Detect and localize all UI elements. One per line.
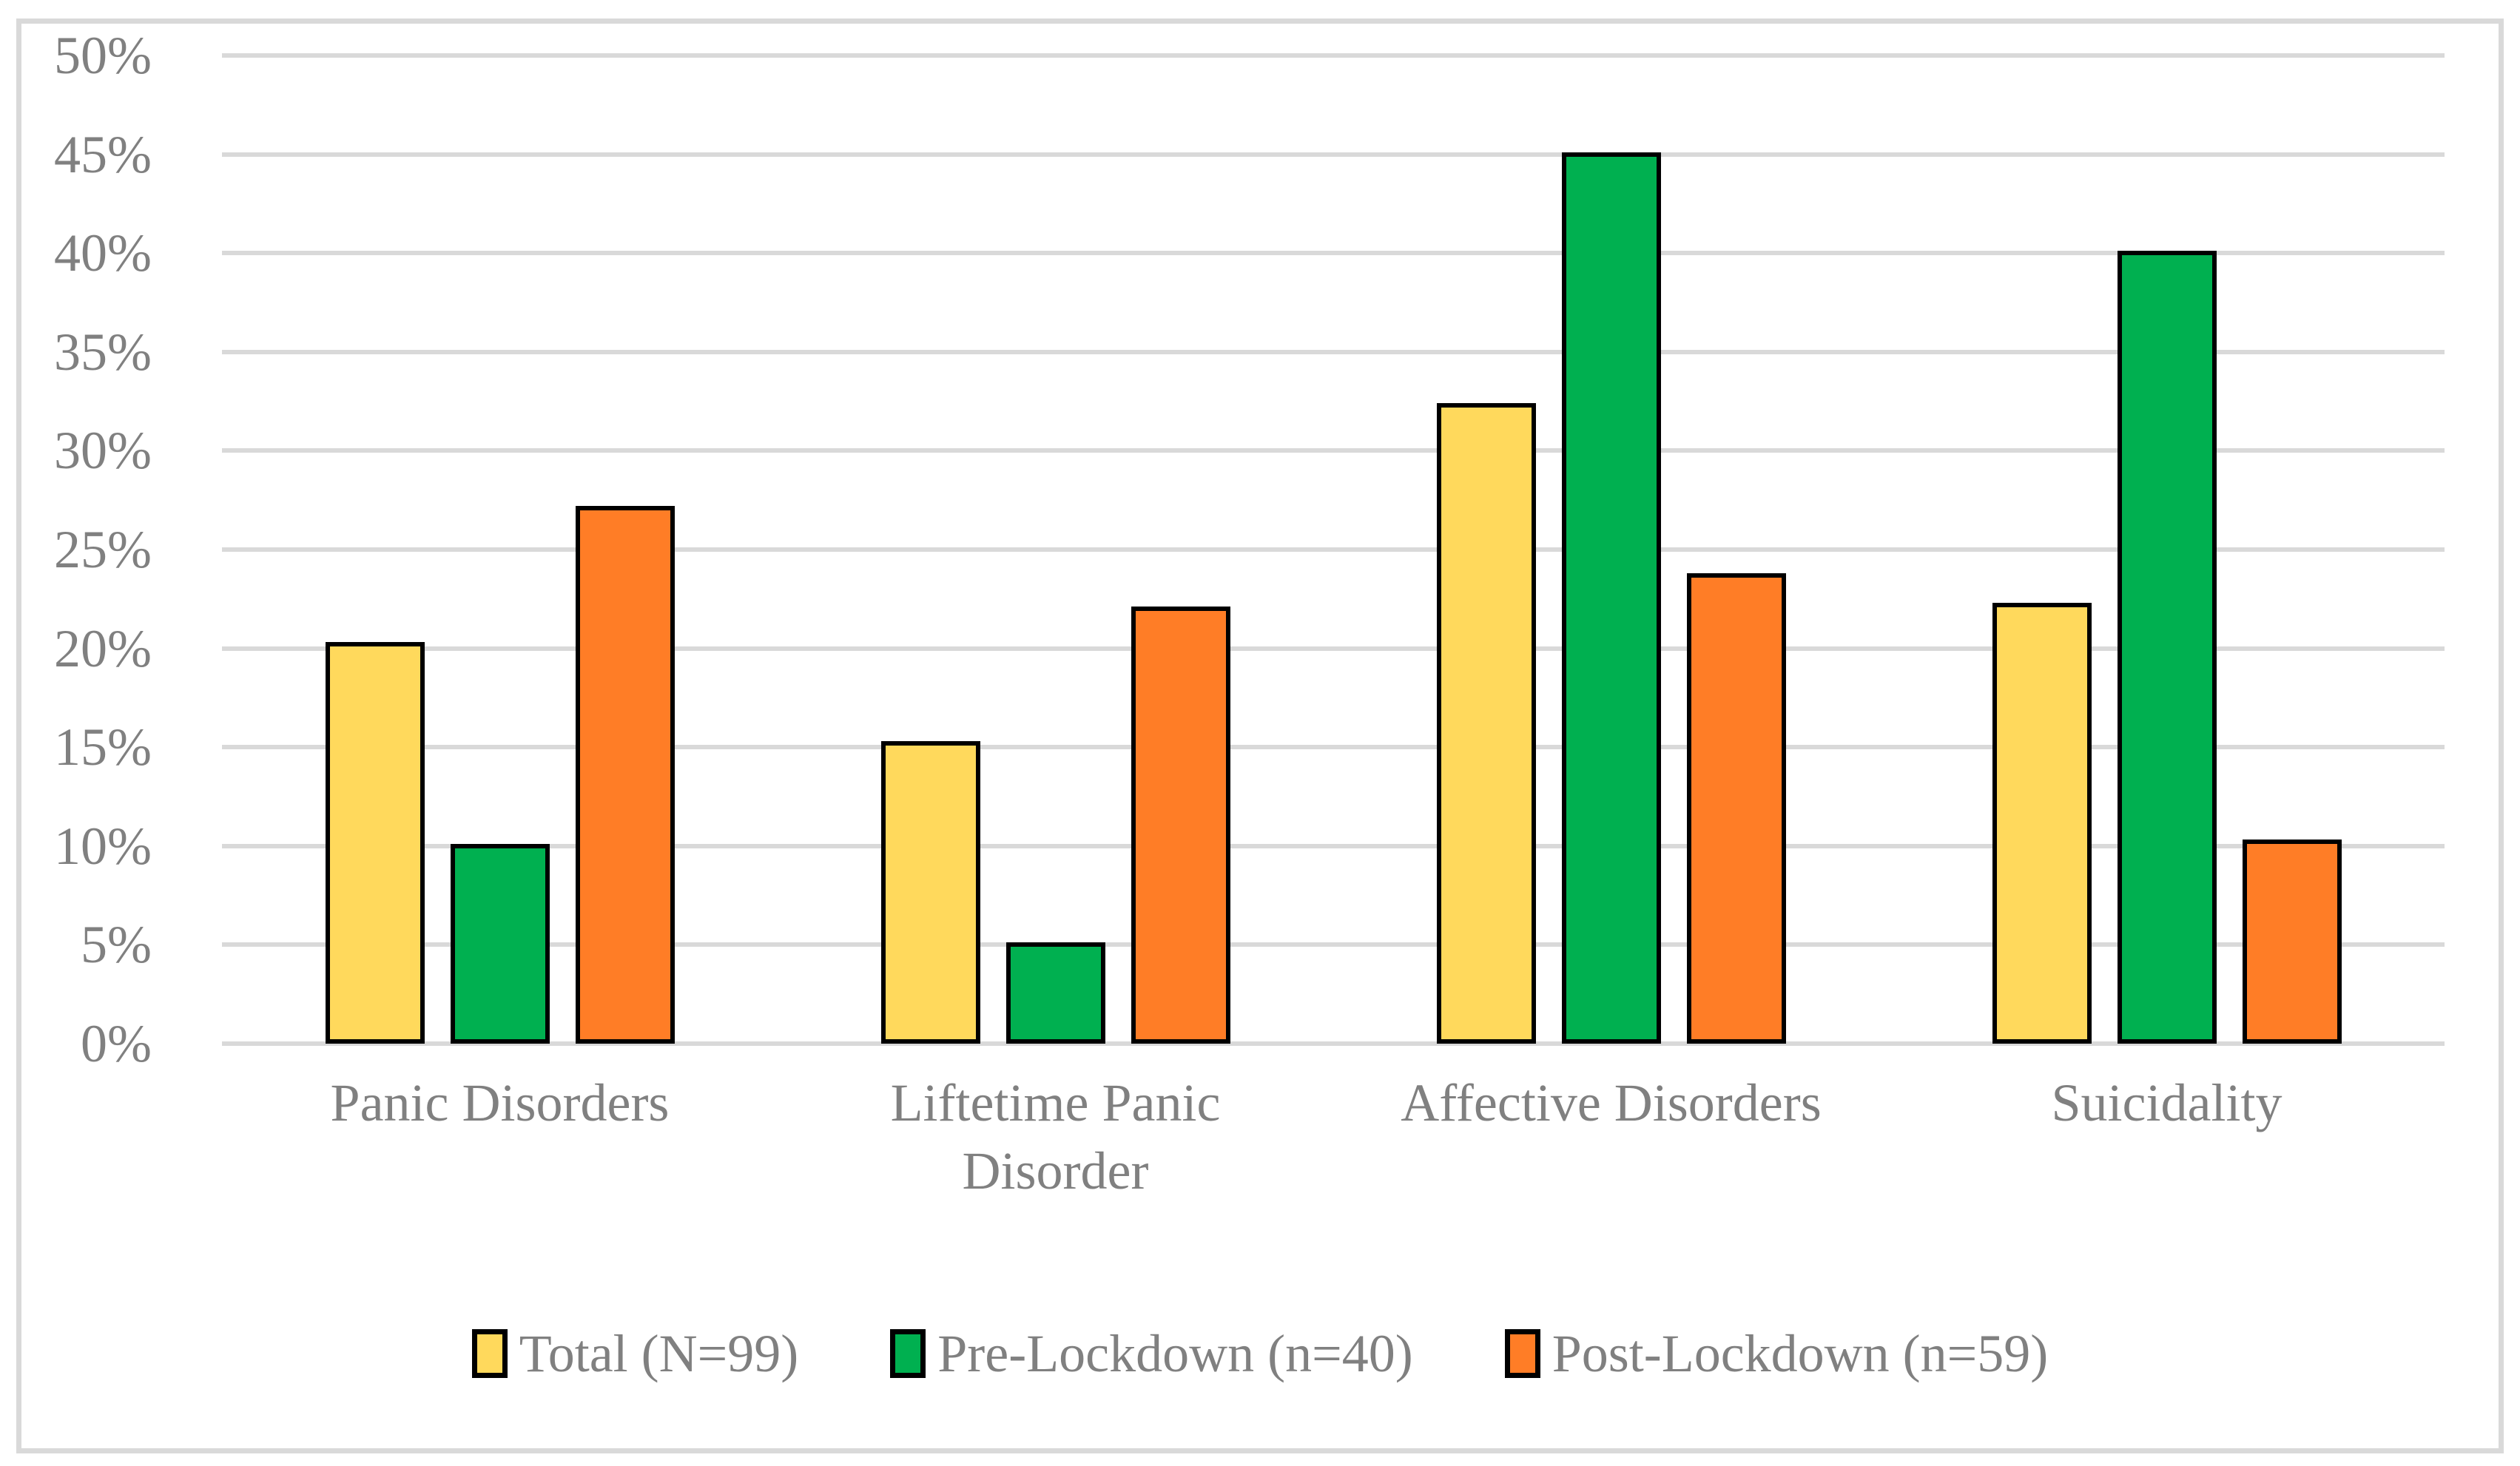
legend-swatch-post-lockdown-n-59 — [1504, 1329, 1540, 1378]
legend-item-total-n-99: Total (N=99) — [471, 1323, 799, 1385]
bar-post-lockdown-n-59-panic-disorders — [575, 506, 675, 1044]
x-category-label-line: Suicidality — [2051, 1073, 2283, 1132]
gridline-10% — [222, 843, 2445, 848]
gridline-25% — [222, 547, 2445, 552]
bar-pre-lockdown-n-40-panic-disorders — [450, 844, 550, 1044]
gridline-0% — [222, 1041, 2445, 1046]
x-category-label-liftetime-panic-disorder: Liftetime Panic Disorder — [778, 1069, 1333, 1205]
bar-total-n-99-suicidality — [1992, 603, 2092, 1044]
x-category-label-line: Disorder — [962, 1141, 1149, 1200]
y-tick-label-15%: 15% — [54, 717, 152, 777]
y-tick-label-10%: 10% — [54, 816, 152, 876]
bar-pre-lockdown-n-40-suicidality — [2117, 251, 2217, 1044]
bar-pre-lockdown-n-40-liftetime-panic-disorder — [1005, 942, 1105, 1044]
gridline-35% — [222, 349, 2445, 354]
bar-group-suicidality — [1889, 55, 2445, 1044]
y-tick-label-40%: 40% — [54, 223, 152, 283]
gridline-40% — [222, 251, 2445, 256]
bar-pre-lockdown-n-40-affective-disorders — [1561, 152, 1661, 1044]
y-tick-label-0%: 0% — [81, 1014, 152, 1073]
x-category-label-panic-disorders: Panic Disorders — [222, 1069, 778, 1137]
y-tick-label-30%: 30% — [54, 421, 152, 481]
x-category-label-suicidality: Suicidality — [1889, 1069, 2445, 1137]
x-axis: Panic Disorders Liftetime Panic Disorder Af… — [222, 1069, 2445, 1239]
bar-post-lockdown-n-59-liftetime-panic-disorder — [1131, 607, 1230, 1044]
x-category-label-line: Liftetime Panic — [890, 1073, 1221, 1132]
legend-item-post-lockdown-n-59: Post-Lockdown (n=59) — [1504, 1323, 2049, 1385]
gridline-5% — [222, 942, 2445, 948]
bar-total-n-99-liftetime-panic-disorder — [880, 741, 980, 1044]
bar-total-n-99-affective-disorders — [1436, 403, 1536, 1044]
y-tick-label-25%: 25% — [54, 520, 152, 579]
bar-total-n-99-panic-disorders — [325, 642, 425, 1044]
y-tick-label-45%: 45% — [54, 124, 152, 184]
x-category-label-affective-disorders: Affective Disorders — [1333, 1069, 1889, 1137]
x-category-label-line: Affective Disorders — [1401, 1073, 1822, 1132]
legend: Total (N=99) Pre-Lockdown (n=40) Post-Lock… — [0, 1313, 2520, 1394]
y-tick-label-50%: 50% — [54, 26, 152, 85]
legend-item-pre-lockdown-n-40: Pre-Lockdown (n=40) — [890, 1323, 1413, 1385]
y-tick-label-35%: 35% — [54, 322, 152, 382]
legend-swatch-pre-lockdown-n-40 — [890, 1329, 926, 1378]
gridline-45% — [222, 152, 2445, 157]
gridline-15% — [222, 745, 2445, 750]
legend-label-post-lockdown-n-59: Post-Lockdown (n=59) — [1552, 1323, 2049, 1383]
gridline-20% — [222, 646, 2445, 651]
y-tick-label-20%: 20% — [54, 618, 152, 678]
y-axis: 0% 5% 10% 15% 20% 25% 30% 35% 40% 45% 50% — [0, 26, 152, 1073]
legend-label-pre-lockdown-n-40: Pre-Lockdown (n=40) — [937, 1323, 1413, 1383]
bar-post-lockdown-n-59-suicidality — [2242, 840, 2342, 1044]
x-category-label-line: Panic Disorders — [330, 1073, 670, 1132]
bar-group-panic-disorders — [222, 55, 778, 1044]
y-tick-label-5%: 5% — [81, 915, 152, 975]
gridline-50% — [222, 53, 2445, 58]
bar-group-affective-disorders — [1333, 55, 1889, 1044]
bar-group-liftetime-panic-disorder — [778, 55, 1333, 1044]
legend-label-total-n-99: Total (N=99) — [519, 1323, 799, 1383]
plot-area — [222, 53, 2445, 1046]
gridline-30% — [222, 448, 2445, 453]
legend-swatch-total-n-99 — [471, 1329, 508, 1378]
bar-post-lockdown-n-59-affective-disorders — [1686, 573, 1786, 1044]
